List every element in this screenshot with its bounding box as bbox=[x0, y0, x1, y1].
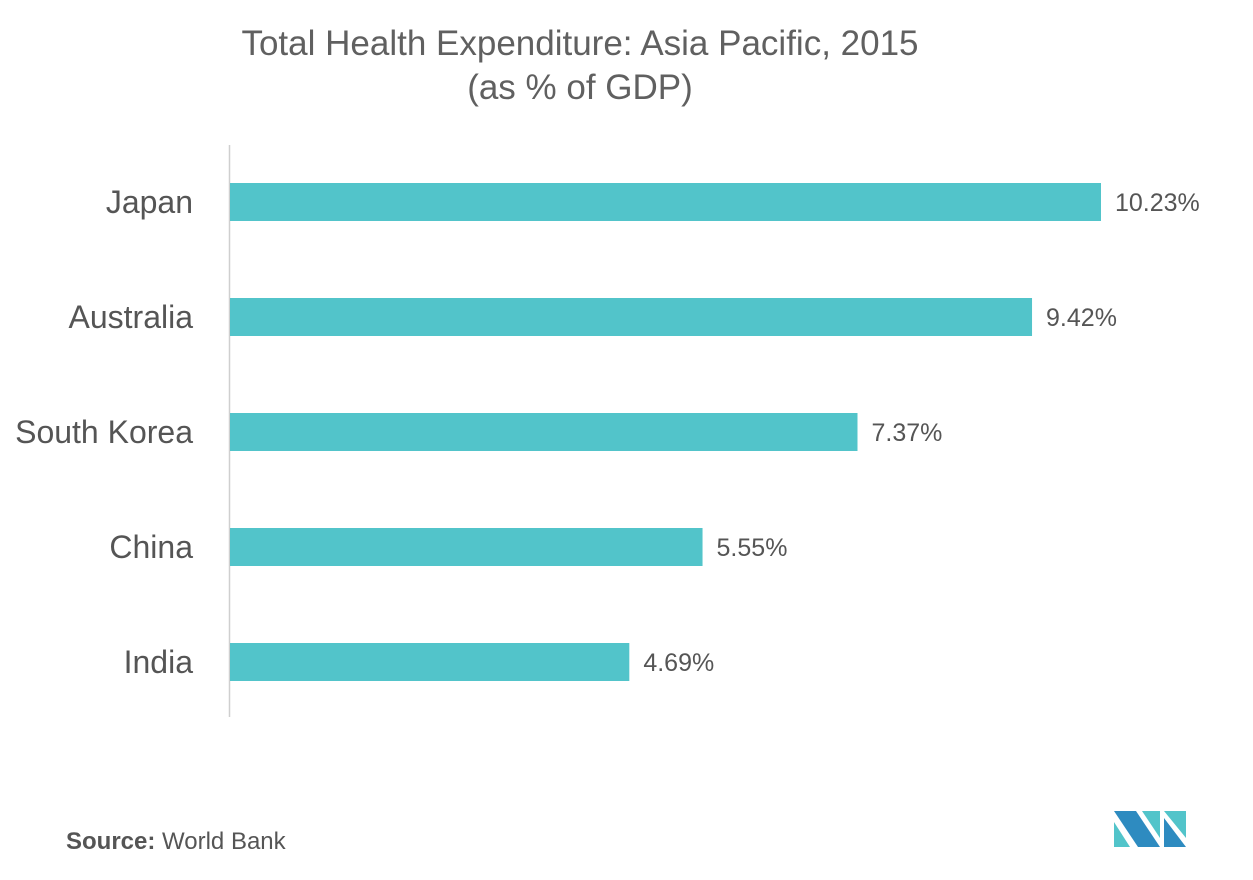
title-line: Total Health Expenditure: Asia Pacific, … bbox=[241, 24, 919, 63]
bar-south-korea bbox=[230, 413, 858, 451]
category-label: Japan bbox=[106, 184, 193, 220]
source-text: World Bank bbox=[162, 828, 286, 855]
bar-australia bbox=[230, 298, 1033, 336]
data-label: 4.69% bbox=[643, 649, 714, 677]
data-label: 10.23% bbox=[1115, 189, 1200, 217]
subtitle-line: (as % of GDP) bbox=[467, 68, 693, 107]
category-label: China bbox=[109, 529, 193, 565]
source-note: Source: World Bank bbox=[66, 828, 286, 856]
bar-china bbox=[230, 528, 703, 566]
bar-chart: Japan 10.23% Australia 9.42% South Korea 7.37… bbox=[15, 145, 1200, 717]
bar-india bbox=[230, 643, 630, 681]
data-label: 9.42% bbox=[1046, 304, 1117, 332]
data-label: 7.37% bbox=[871, 419, 942, 447]
bar-japan bbox=[230, 183, 1101, 221]
category-label: India bbox=[124, 644, 194, 680]
data-label: 5.55% bbox=[717, 534, 788, 562]
source-label: Source: bbox=[66, 828, 156, 855]
category-label: South Korea bbox=[15, 414, 193, 450]
category-label: Australia bbox=[69, 299, 194, 335]
chart-title: Total Health Expenditure: Asia Pacific, … bbox=[0, 22, 1160, 110]
brand-logo bbox=[1114, 811, 1186, 847]
